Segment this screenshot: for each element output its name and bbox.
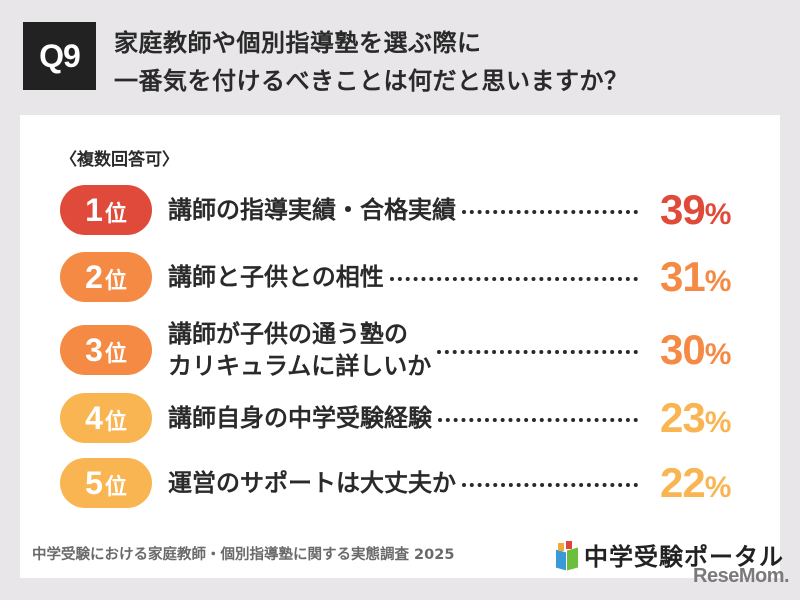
portal-logo: 中学受験ポータル xyxy=(556,537,784,572)
ranking-value-3: 30% xyxy=(660,326,760,374)
ranking-row-5: 5 位 運営のサポートは大丈夫か 22% xyxy=(60,458,740,508)
rank-number: 1 xyxy=(85,191,103,228)
question-title-line-1: 家庭教師や個別指導塾を選ぶ際に xyxy=(114,29,482,57)
multiple-answer-note: 〈複数回答可〉 xyxy=(60,150,179,170)
percent-sign: % xyxy=(704,471,732,504)
rank-suffix: 位 xyxy=(104,410,127,435)
rank-number: 5 xyxy=(85,464,103,501)
ranking-label: 講師の指導実績・合格実績 xyxy=(168,194,456,226)
percent-sign: % xyxy=(704,198,732,231)
ranking-label: 講師自身の中学受験経験 xyxy=(168,402,432,434)
ranking-row-1: 1 位 講師の指導実績・合格実績 39% xyxy=(60,185,740,235)
leader-dots xyxy=(389,277,638,281)
ranking-row-4: 4 位 講師自身の中学受験経験 23% xyxy=(60,393,740,443)
rank-badge-1: 1 位 xyxy=(60,185,152,235)
rank-badge-5: 5 位 xyxy=(60,458,152,508)
leader-dots xyxy=(438,418,638,422)
percent-number: 39 xyxy=(660,186,706,233)
rank-suffix: 位 xyxy=(104,475,127,500)
ranking-label-line: 講師が子供の通う塾の xyxy=(168,320,408,348)
rank-suffix: 位 xyxy=(104,202,127,227)
question-title: 家庭教師や個別指導塾を選ぶ際に 一番気を付けるべきことは何だと思いますか？ xyxy=(114,24,629,100)
portal-logo-text: 中学受験ポータル xyxy=(584,543,784,571)
ranking-label: 運営のサポートは大丈夫か xyxy=(168,467,456,499)
ranking-label: 講師が子供の通う塾の カリキュラムに詳しいか xyxy=(168,318,431,382)
rank-badge-4: 4 位 xyxy=(60,393,152,443)
question-number-badge: Q9 xyxy=(23,22,96,90)
percent-number: 31 xyxy=(660,253,706,300)
ranking-value-4: 23% xyxy=(660,394,760,442)
percent-number: 30 xyxy=(660,326,706,373)
ranking-value-5: 22% xyxy=(660,459,760,507)
leader-dots xyxy=(437,350,638,354)
rank-number: 4 xyxy=(85,399,103,436)
book-logo-icon xyxy=(556,540,578,570)
percent-sign: % xyxy=(704,265,732,298)
question-title-line-2: 一番気を付けるべきことは何だと思いますか？ xyxy=(114,67,629,95)
ranking-label-line: 講師自身の中学受験経験 xyxy=(168,404,432,432)
rank-badge-3: 3 位 xyxy=(60,325,152,375)
survey-source: 中学受験における家庭教師・個別指導塾に関する実態調査 2025 xyxy=(32,547,455,563)
leader-dots xyxy=(462,483,638,487)
ranking-row-3: 3 位 講師が子供の通う塾の カリキュラムに詳しいか 30% xyxy=(60,318,740,382)
percent-number: 22 xyxy=(660,459,706,506)
rank-suffix: 位 xyxy=(104,342,127,367)
ranking-label-line: 講師と子供との相性 xyxy=(168,263,384,291)
percent-sign: % xyxy=(704,406,732,439)
rank-number: 3 xyxy=(85,331,103,368)
rank-suffix: 位 xyxy=(104,269,127,294)
rank-number: 2 xyxy=(85,258,103,295)
percent-sign: % xyxy=(704,338,732,371)
ranking-value-2: 31% xyxy=(660,253,760,301)
leader-dots xyxy=(462,210,638,214)
ranking-row-2: 2 位 講師と子供との相性 31% xyxy=(60,252,740,302)
ranking-label-line: 講師の指導実績・合格実績 xyxy=(168,196,456,224)
ranking-label: 講師と子供との相性 xyxy=(168,261,384,293)
ranking-label-line: 運営のサポートは大丈夫か xyxy=(168,469,456,497)
ranking-value-1: 39% xyxy=(660,186,760,234)
rank-badge-2: 2 位 xyxy=(60,252,152,302)
percent-number: 23 xyxy=(660,394,706,441)
ranking-label-line: カリキュラムに詳しいか xyxy=(168,352,432,380)
publisher-logo: ReseMom. xyxy=(693,565,790,587)
ranking-card: 〈複数回答可〉 1 位 講師の指導実績・合格実績 39% 2 位 講師と子供との… xyxy=(20,115,780,578)
